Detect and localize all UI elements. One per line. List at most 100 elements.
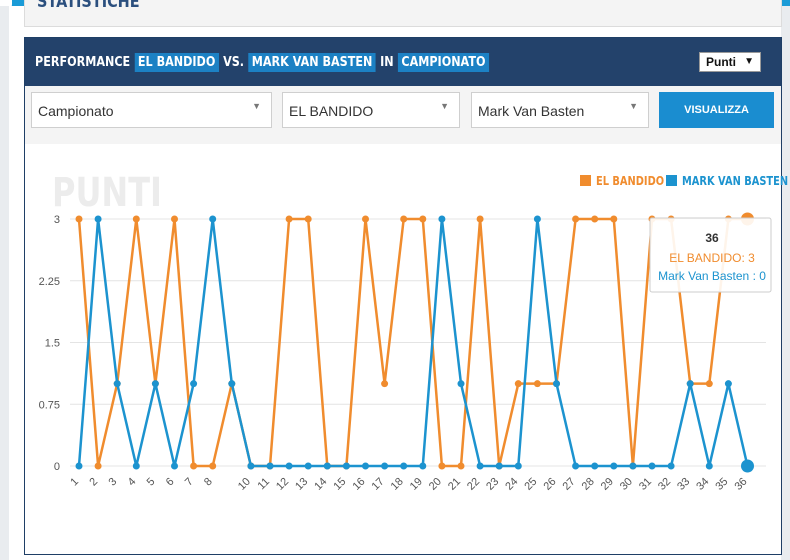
legend-label: EL BANDIDO	[596, 174, 664, 188]
chevron-down-icon: ▼	[252, 101, 261, 111]
title-word-in: IN	[380, 55, 394, 70]
legend-label: MARK VAN BASTEN	[682, 174, 788, 188]
dropdown-arrow-icon: ▼	[744, 56, 754, 67]
data-point	[304, 462, 312, 470]
x-tick-label: 32	[656, 476, 673, 493]
x-tick-label: 29	[599, 476, 616, 493]
data-point	[342, 462, 350, 470]
x-tick-label: 24	[503, 476, 520, 493]
data-point	[457, 462, 465, 470]
data-point	[476, 215, 484, 223]
x-tick-label: 14	[312, 476, 329, 493]
player2-select[interactable]: Mark Van Basten ▼	[471, 92, 649, 128]
data-point	[705, 462, 713, 470]
x-tick-label: 10	[236, 476, 253, 493]
y-tick-label: 0	[54, 461, 60, 473]
data-point	[495, 462, 503, 470]
y-tick-label: 3	[54, 214, 60, 226]
data-point	[629, 462, 637, 470]
x-tick-label: 17	[370, 476, 387, 493]
data-point	[381, 462, 389, 470]
tooltip-line-2: Mark Van Basten : 0	[658, 269, 766, 283]
data-point	[400, 215, 408, 223]
x-tick-label: 22	[465, 476, 482, 493]
y-tick-label: 2.25	[39, 276, 60, 288]
data-point	[610, 215, 618, 223]
data-point	[419, 215, 427, 223]
player2-select-value: Mark Van Basten	[478, 103, 585, 119]
y-tick-label: 1.5	[45, 338, 60, 350]
x-tick-label: 8	[202, 476, 215, 489]
data-point	[190, 462, 198, 470]
x-tick-label: 34	[694, 476, 711, 493]
x-tick-label: 11	[256, 476, 273, 493]
data-point	[132, 215, 140, 223]
x-tick-label: 21	[446, 476, 463, 493]
series-line-el-bandido	[77, 217, 748, 468]
data-point	[75, 462, 83, 470]
data-point	[132, 462, 140, 470]
chart-watermark: PUNTI	[52, 168, 162, 215]
chevron-down-icon: ▼	[629, 101, 638, 111]
x-tick-label: 26	[541, 476, 558, 493]
data-point	[381, 380, 389, 388]
x-tick-label: 35	[713, 476, 730, 493]
competition-select[interactable]: Campionato ▼	[31, 92, 272, 128]
x-tick-label: 13	[293, 476, 310, 493]
x-tick-label: 25	[522, 476, 539, 493]
x-tick-label: 7	[183, 476, 196, 489]
data-point	[94, 215, 102, 223]
data-point	[610, 462, 618, 470]
data-point	[457, 380, 465, 388]
title-competition: CAMPIONATO	[397, 53, 489, 72]
statistics-header-panel: STATISTICHE	[24, 0, 782, 27]
data-point	[705, 380, 713, 388]
x-tick-label: 18	[389, 476, 406, 493]
x-tick-label: 33	[675, 476, 692, 493]
data-point	[171, 462, 178, 470]
competition-select-value: Campionato	[38, 103, 114, 119]
data-point	[113, 380, 121, 388]
data-point	[419, 462, 427, 470]
unit-select[interactable]: Punti ▼	[699, 52, 761, 72]
data-point	[514, 380, 522, 388]
data-point	[75, 215, 83, 223]
x-tick-label: 6	[164, 476, 177, 489]
data-point	[572, 215, 580, 223]
title-word-performance: PERFORMANCE	[35, 55, 131, 70]
data-point	[514, 462, 522, 470]
data-point	[323, 462, 331, 470]
x-tick-label: 36	[732, 476, 749, 493]
player1-select-value: EL BANDIDO	[289, 103, 374, 119]
data-point	[151, 380, 159, 388]
data-point	[266, 462, 274, 470]
data-point	[533, 215, 541, 223]
data-point	[591, 462, 599, 470]
panel-title: PERFORMANCE EL BANDIDO VS. MARK VAN BAST…	[35, 52, 493, 73]
x-tick-label: 3	[107, 476, 120, 489]
data-point	[533, 380, 541, 388]
data-point	[304, 215, 312, 223]
visualizza-button[interactable]: VISUALIZZA	[659, 92, 774, 128]
data-point	[400, 462, 408, 470]
data-point	[476, 462, 484, 470]
x-tick-label: 20	[427, 476, 444, 493]
section-title: STATISTICHE	[37, 0, 140, 12]
tooltip-box	[649, 217, 772, 293]
filter-bar: Campionato ▼ EL BANDIDO ▼ Mark Van Baste…	[25, 86, 781, 144]
data-point	[438, 462, 446, 470]
data-point	[572, 462, 580, 470]
legend-marker	[580, 175, 591, 186]
x-tick-label: 5	[145, 476, 158, 489]
player1-select[interactable]: EL BANDIDO ▼	[282, 92, 460, 128]
tooltip-line-1: EL BANDIDO: 3	[669, 251, 755, 265]
title-player2: MARK VAN BASTEN	[248, 53, 376, 72]
y-tick-label: 0.75	[39, 399, 60, 411]
data-point	[171, 215, 178, 223]
data-point	[686, 380, 694, 388]
x-tick-label: 16	[350, 476, 367, 493]
data-point	[94, 462, 102, 470]
data-point	[190, 380, 198, 388]
hover-marker-mark-van-basten	[741, 459, 754, 473]
